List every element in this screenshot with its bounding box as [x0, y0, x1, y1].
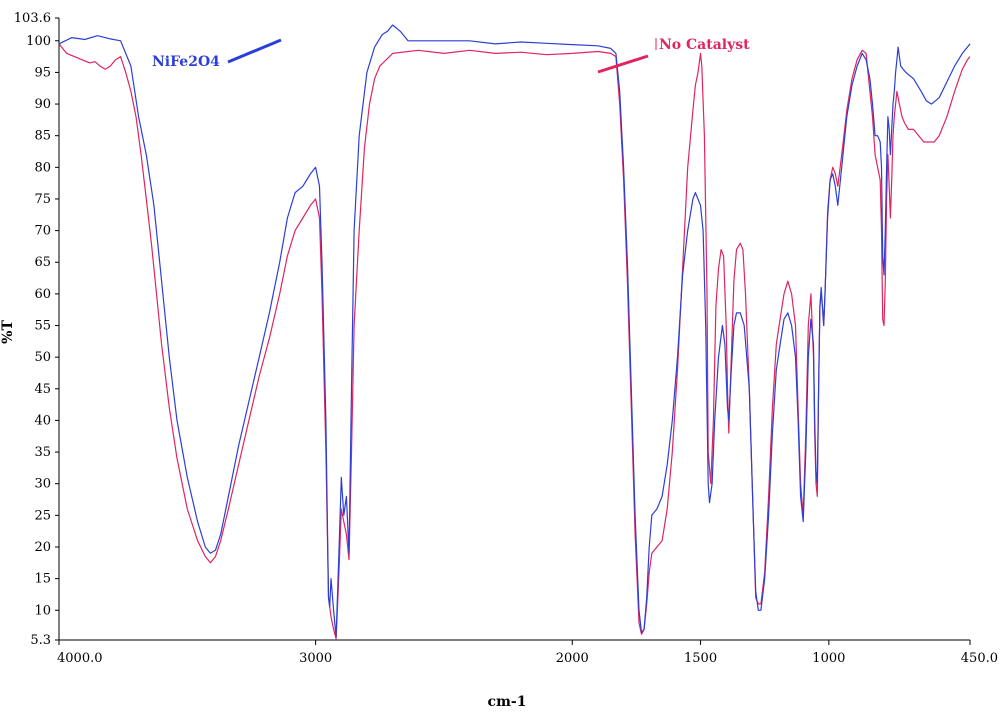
x-axis-title: cm-1: [488, 694, 527, 710]
y-tick-label: 10: [34, 603, 51, 618]
y-tick-label: 95: [34, 65, 51, 80]
no-catalyst-label: No Catalyst: [659, 37, 750, 53]
y-tick-label: 60: [34, 287, 51, 302]
y-tick-label: 15: [34, 572, 51, 587]
nife2o4-label: NiFe2O4: [152, 54, 220, 70]
y-tick-label: 30: [34, 477, 51, 492]
y-tick-label: 40: [34, 413, 51, 428]
y-tick-label: 5.3: [30, 633, 51, 648]
y-tick-label: 80: [34, 160, 51, 175]
y-tick-label: 90: [34, 97, 51, 112]
y-tick-label: 25: [34, 508, 51, 523]
annotations: NiFe2O4 No Catalyst: [152, 37, 750, 74]
nife2o4-pointer-line: [227, 38, 282, 64]
x-ticks: 4000.0 3000 2000 1500 1000 450.0: [57, 640, 998, 666]
y-tick-label: 75: [34, 192, 51, 207]
y-tick-label: 103.6: [14, 11, 51, 26]
y-tick-label: 20: [34, 540, 51, 555]
no-catalyst-pointer-line: [597, 54, 649, 74]
series-group: [58, 24, 971, 640]
x-tick-label: 3000: [299, 651, 332, 666]
y-tick-label: 55: [34, 319, 51, 334]
y-tick-label: 45: [34, 382, 51, 397]
x-tick-label: 1000: [812, 651, 845, 666]
y-ticks: 5.3 10 15 20 25 30 35 40 45 50 55 60 65 70 75 80 85 90 95 1…: [14, 11, 59, 648]
series-line-no-catalyst: [58, 43, 971, 640]
y-tick-label: 35: [34, 445, 51, 460]
x-tick-label: 1500: [684, 651, 717, 666]
x-tick-label: 2000: [556, 651, 589, 666]
y-tick-label: 85: [34, 129, 51, 144]
axes: [58, 18, 970, 641]
y-tick-label: 70: [34, 224, 51, 239]
y-axis-title: %T: [0, 320, 16, 344]
x-tick-label: 450.0: [961, 651, 998, 666]
series-line-nife2o4: [58, 24, 971, 638]
y-tick-label: 100: [26, 34, 51, 49]
y-tick-label: 65: [34, 255, 51, 270]
x-tick-label: 4000.0: [57, 651, 103, 666]
y-tick-label: 50: [34, 350, 51, 365]
